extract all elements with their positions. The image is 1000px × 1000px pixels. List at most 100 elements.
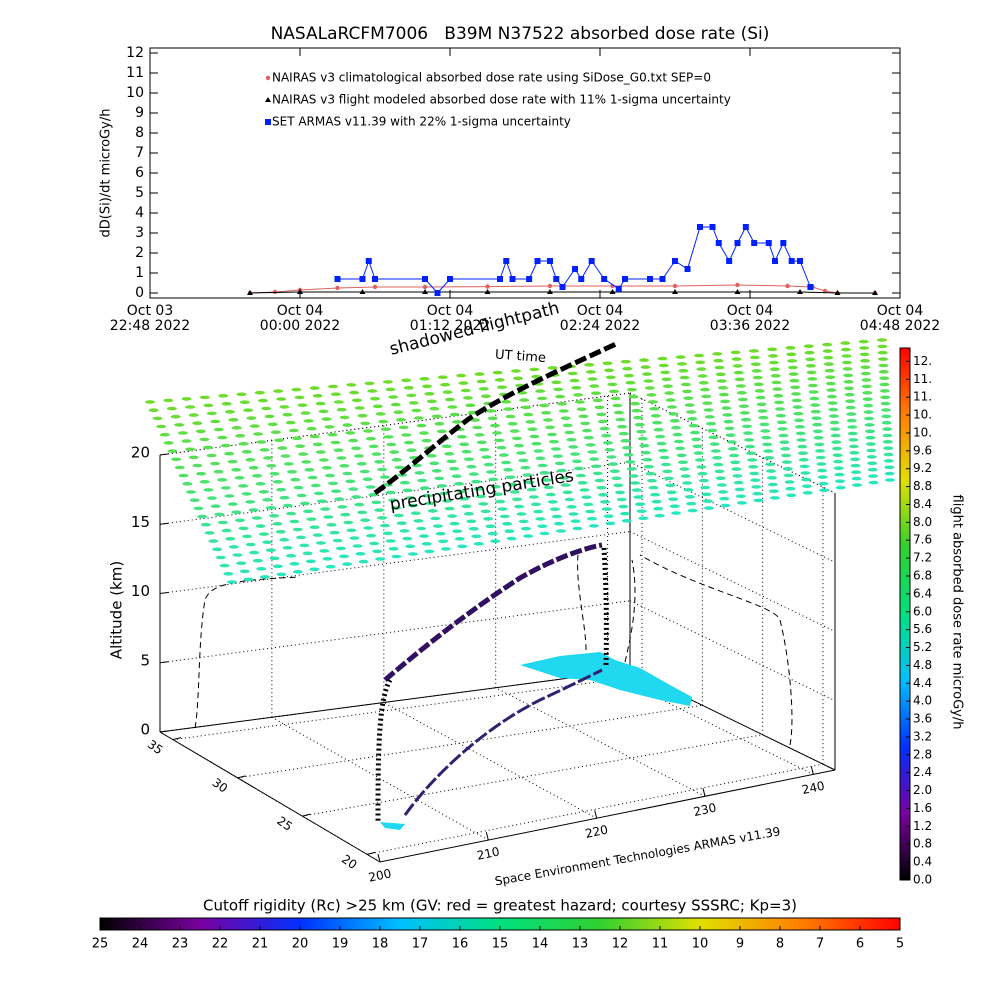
particle — [783, 473, 794, 478]
particle — [566, 505, 577, 509]
particle — [302, 551, 313, 556]
particle — [720, 399, 731, 404]
particle — [564, 497, 575, 502]
particle — [497, 385, 507, 390]
data-point — [422, 276, 428, 282]
particle — [416, 526, 427, 531]
particle — [858, 339, 869, 344]
particle — [877, 350, 888, 355]
particle — [782, 467, 793, 471]
particle — [588, 524, 599, 528]
particle — [413, 416, 424, 420]
particle — [252, 558, 263, 563]
data-point — [534, 258, 541, 264]
particle — [200, 522, 211, 527]
particle — [878, 357, 889, 361]
legend-marker — [265, 119, 271, 125]
particle — [529, 434, 540, 439]
flight-path-projection — [403, 668, 603, 816]
lon-tick-label: 220 — [584, 822, 609, 840]
particle — [238, 442, 249, 446]
particle — [499, 514, 510, 519]
particle — [492, 431, 503, 435]
particle — [578, 414, 589, 419]
data-point — [797, 289, 803, 294]
colorbar-tick-label: 11. — [913, 372, 932, 386]
data-point — [788, 258, 795, 264]
particle — [639, 443, 650, 448]
particle — [403, 386, 414, 390]
particle — [498, 453, 509, 457]
particle — [764, 456, 775, 460]
lon-tick-label: 210 — [476, 844, 501, 862]
particle — [541, 411, 552, 415]
particle — [784, 480, 795, 484]
particle — [676, 453, 687, 458]
particle — [620, 511, 631, 516]
particle — [199, 437, 210, 442]
data-point — [807, 284, 814, 290]
particle — [825, 375, 836, 380]
y-tick-label: 1 — [135, 265, 144, 281]
particle — [618, 504, 629, 509]
particle — [394, 465, 405, 470]
particle — [529, 367, 540, 372]
particle — [241, 450, 252, 454]
data-point — [697, 224, 703, 230]
particle — [694, 353, 704, 358]
particle — [533, 509, 544, 514]
particle — [224, 494, 235, 498]
data-point — [709, 224, 716, 230]
particle — [327, 432, 338, 437]
particle — [206, 453, 217, 458]
particle — [760, 429, 771, 433]
particle — [309, 567, 320, 572]
particle — [274, 438, 285, 443]
colorbar-tick-label: 8.0 — [913, 515, 932, 529]
particle — [819, 488, 830, 493]
particle — [220, 486, 231, 490]
data-point — [335, 285, 340, 291]
particle — [547, 366, 558, 370]
particle — [276, 572, 287, 577]
particle — [297, 403, 308, 408]
particle — [772, 387, 783, 391]
particle — [272, 522, 283, 526]
particle — [591, 464, 601, 469]
particle — [653, 506, 664, 511]
particle — [312, 394, 323, 398]
particle — [255, 524, 266, 528]
data-point — [622, 276, 628, 282]
particle — [796, 438, 807, 442]
particle — [702, 401, 713, 406]
particle — [539, 531, 550, 536]
particle — [185, 405, 196, 409]
particle — [426, 454, 437, 458]
particle — [393, 410, 404, 415]
particle — [325, 564, 336, 569]
particle — [340, 512, 351, 517]
particle — [346, 383, 357, 387]
particle — [587, 450, 598, 454]
particle — [709, 442, 720, 446]
particle — [391, 554, 402, 559]
particle — [182, 482, 193, 486]
particle — [290, 477, 301, 482]
particle — [696, 367, 707, 371]
particle — [662, 384, 673, 389]
particle — [170, 414, 181, 419]
particle — [741, 417, 751, 422]
particle — [239, 400, 250, 405]
particle — [452, 529, 463, 533]
particle — [494, 438, 505, 443]
particle — [213, 427, 224, 432]
legend-label: NAIRAS v3 flight modeled absorbed dose r… — [272, 93, 731, 107]
particle — [609, 389, 619, 394]
particle — [717, 386, 728, 390]
legend-label: SET ARMAS v11.39 with 22% 1-sigma uncert… — [272, 115, 571, 129]
grid-line — [302, 734, 763, 817]
lat-tick — [172, 737, 182, 741]
particle — [305, 559, 316, 564]
particle — [636, 509, 647, 513]
particle — [478, 502, 489, 506]
